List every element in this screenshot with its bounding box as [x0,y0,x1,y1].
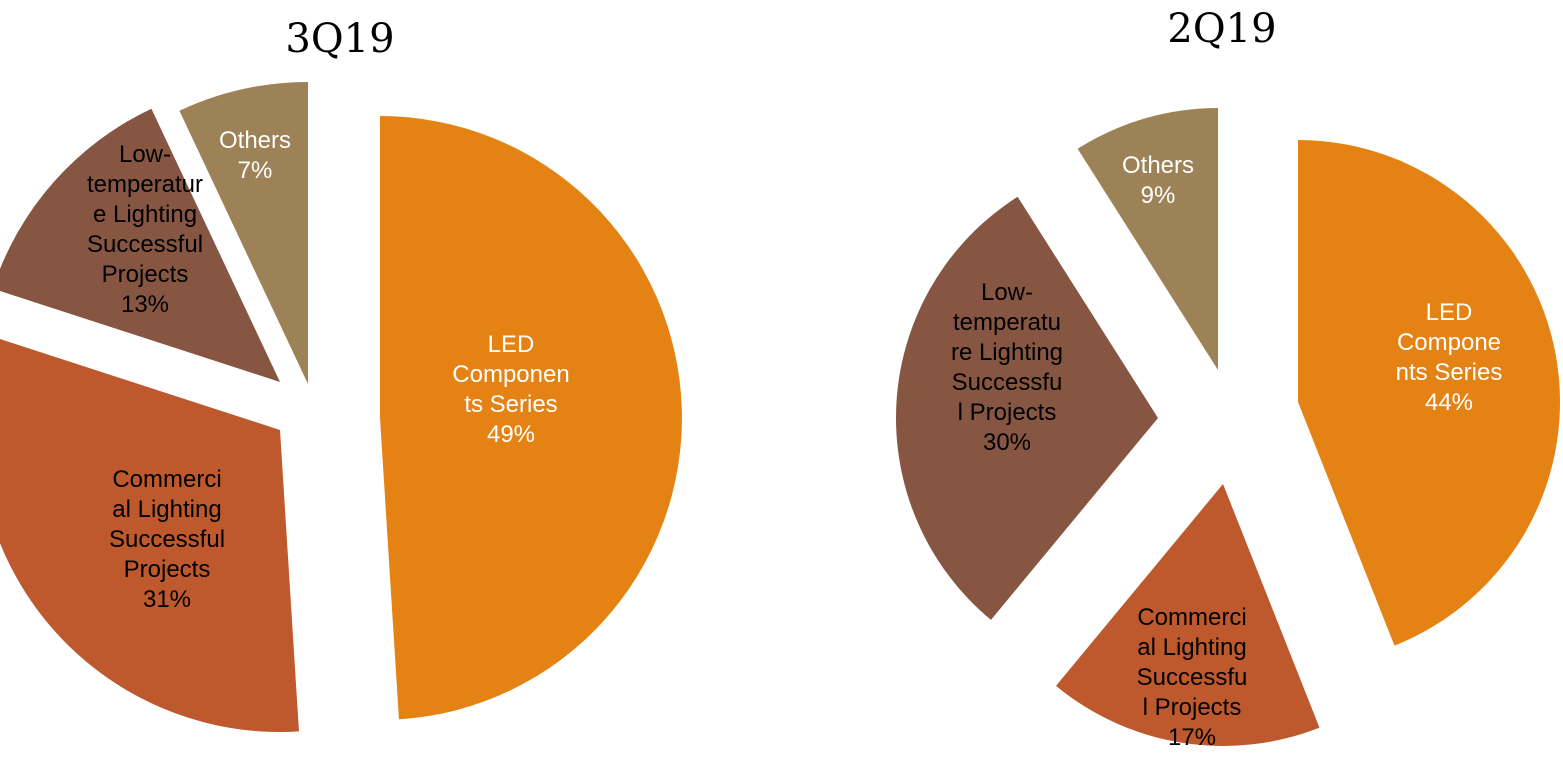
pie-chart-3q19: LED Componen ts Series 49% Commerci al Lighti… [0,82,682,732]
slice-value-label: 9% [1141,182,1176,209]
slice-value-label: 7% [238,157,273,184]
slice-label-commercial-lighting-successful-projects: Commerci al Lighting Successfu l Projects 17… [1137,604,1248,751]
chart-title-3q19: 3Q19 [285,16,394,62]
slice-value-label: 31% [143,586,191,613]
chart-title-2q19: 2Q19 [1167,6,1276,52]
slice-label-line: re Lighting [951,339,1063,366]
slice-label-others: Others 9% [1122,152,1194,209]
pie-chart-2q19: LED Compone nts Series 44% Commerci al Lighti… [896,108,1560,751]
slice-label-line: Projects [124,556,211,583]
slice-label-line: al Lighting [112,496,221,523]
slice-label-line: Projects [102,261,189,288]
slice-label-line: Successful [109,526,225,553]
slice-label-line: Successfu [1137,664,1248,691]
slice-value-label: 17% [1168,724,1216,751]
slice-label-line: Others [1122,152,1194,179]
pie-slice-commercial-lighting-successful-projects [1055,484,1320,746]
slice-label-line: Componen [452,361,569,388]
slice-label-led-components-series: LED Componen ts Series 49% [452,331,569,448]
slice-label-line: LED [1426,299,1473,326]
slice-label-line: Commerci [1137,604,1246,631]
slice-label-others: Others 7% [219,127,291,184]
slice-label-line: Successful [87,231,203,258]
slice-label-line: Compone [1397,329,1501,356]
slice-value-label: 13% [121,291,169,318]
slice-label-line: e Lighting [93,201,197,228]
slice-label-line: ts Series [464,391,557,418]
slice-label-low-temperature-lighting-successful-projects: Low-temperatu re Lighting Successfu l Proje… [951,279,1063,456]
slice-label-line: nts Series [1396,359,1503,386]
slice-label-line: al Lighting [1137,634,1246,661]
slice-label-line: l Projects [1143,694,1242,721]
pie-slice-others [1077,108,1218,370]
slice-label-line: Successfu [952,369,1063,396]
slice-label-led-components-series: LED Compone nts Series 44% [1396,299,1503,416]
slice-label-line: Others [219,127,291,154]
slice-label-low-temperature-lighting-successful-projects: Low-temperatur e Lighting Successful Projec… [87,141,203,318]
slice-value-label: 44% [1425,389,1473,416]
pie-slice-low-temperature-lighting-successful-projects [896,196,1158,620]
pie-slice-led-components-series [1298,140,1560,646]
slice-label-line: Low- [119,141,171,168]
slice-value-label: 30% [983,429,1031,456]
pie-slice-commercial-lighting-successful-projects [0,339,299,732]
slice-value-label: 49% [487,421,535,448]
slice-label-line: Low- [981,279,1033,306]
pie-slice-led-components-series [380,116,682,720]
slice-label-line: temperatur [87,171,203,198]
slice-label-line: LED [488,331,535,358]
pie-slice-low-temperature-lighting-successful-projects [0,108,280,382]
slice-label-line: l Projects [958,399,1057,426]
slice-label-commercial-lighting-successful-projects: Commerci al Lighting Successful Projects 31% [109,466,225,613]
slice-label-line: temperatu [953,309,1061,336]
pie-slice-others [179,82,308,384]
slice-label-line: Commerci [112,466,221,493]
